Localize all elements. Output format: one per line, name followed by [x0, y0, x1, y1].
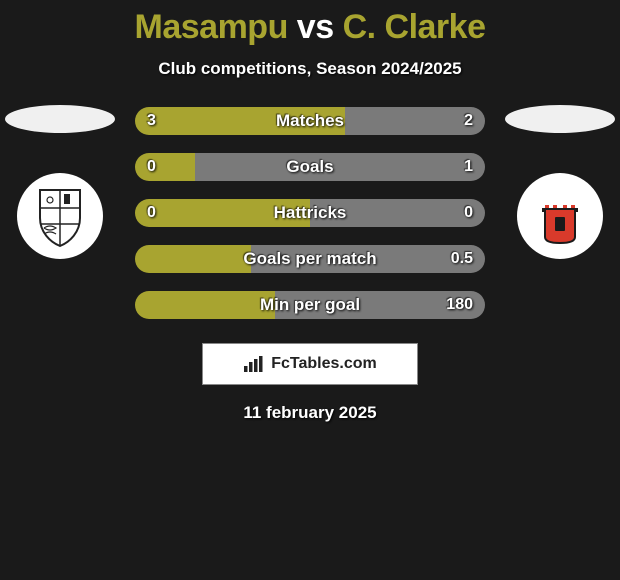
left-ellipse: [5, 105, 115, 133]
stat-row: Hattricks 0 0: [135, 199, 485, 227]
shield-crest-icon: [28, 184, 92, 248]
bar-segment-right: [195, 153, 486, 181]
stat-value-right: 1: [464, 158, 473, 176]
bar-chart-icon: [243, 355, 265, 373]
right-ellipse: [505, 105, 615, 133]
tower-crest-icon: [525, 181, 595, 251]
bar-segment-left: [135, 245, 251, 273]
stat-label: Goals: [286, 157, 333, 177]
stat-value-right: 180: [446, 296, 473, 314]
date-label: 11 february 2025: [0, 403, 620, 423]
stat-row: Goals 0 1: [135, 153, 485, 181]
bar-segment-left: [135, 291, 275, 319]
stat-value-right: 0: [464, 204, 473, 222]
stat-row: Matches 3 2: [135, 107, 485, 135]
comparison-card: Masampu vs C. Clarke Club competitions, …: [0, 0, 620, 423]
left-club-badge: [17, 173, 103, 259]
main-area: Matches 3 2 Goals 0 1 Hattricks 0 0 Goals per mat…: [0, 107, 620, 319]
stat-label: Min per goal: [260, 295, 360, 315]
stat-bars: Matches 3 2 Goals 0 1 Hattricks 0 0 Goals per mat…: [135, 107, 485, 319]
footer-brand-box: FcTables.com: [202, 343, 418, 385]
right-club-badge: [517, 173, 603, 259]
vs-label: vs: [297, 8, 334, 46]
stat-value-left: 0: [147, 204, 156, 222]
player1-name: Masampu: [135, 8, 288, 46]
stat-row: Min per goal 180: [135, 291, 485, 319]
stat-row: Goals per match 0.5: [135, 245, 485, 273]
right-column: [500, 107, 620, 259]
stat-value-right: 2: [464, 112, 473, 130]
stat-label: Matches: [276, 111, 344, 131]
left-column: [0, 107, 120, 259]
footer-brand-text: FcTables.com: [271, 355, 377, 373]
stat-value-left: 3: [147, 112, 156, 130]
bar-segment-left: [135, 153, 195, 181]
stat-label: Goals per match: [243, 249, 376, 269]
subtitle: Club competitions, Season 2024/2025: [0, 59, 620, 79]
stat-value-left: 0: [147, 158, 156, 176]
page-title: Masampu vs C. Clarke: [0, 8, 620, 47]
player2-name: C. Clarke: [343, 8, 486, 46]
stat-label: Hattricks: [274, 203, 347, 223]
stat-value-right: 0.5: [451, 250, 473, 268]
